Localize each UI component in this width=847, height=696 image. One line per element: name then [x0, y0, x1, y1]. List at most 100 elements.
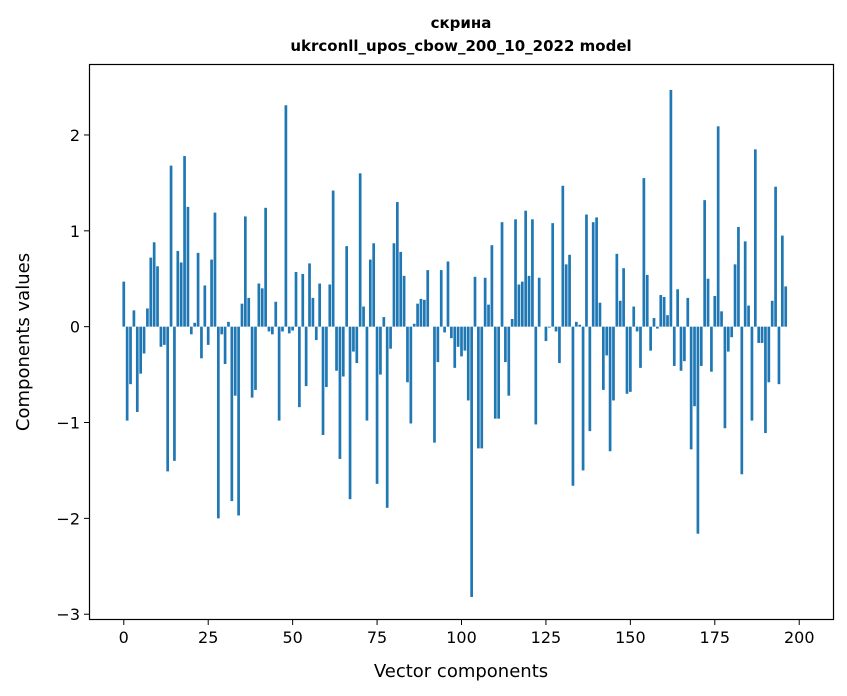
bar [162, 326, 166, 345]
bar [500, 222, 504, 327]
bar [250, 326, 254, 398]
bar [443, 326, 446, 333]
bar [179, 262, 183, 327]
bar [618, 300, 622, 327]
bar [693, 326, 696, 407]
bar [723, 326, 727, 429]
bar [146, 308, 149, 327]
y-tick-label: −1 [56, 414, 80, 433]
bar [784, 286, 788, 327]
bar [477, 326, 480, 449]
bar [713, 295, 717, 327]
bar [169, 165, 173, 327]
x-axis-ticks: 0 25 50 75 100 125 150 175 200 [119, 619, 815, 647]
bar [189, 326, 193, 335]
bar [267, 326, 271, 332]
bar [186, 206, 190, 327]
bar [203, 285, 207, 327]
bar [453, 326, 457, 368]
bar [639, 326, 642, 368]
bar [740, 326, 744, 475]
x-tick-label: 150 [615, 628, 646, 647]
bar [399, 251, 403, 327]
bar [710, 326, 713, 372]
bar [703, 200, 707, 327]
bar [595, 217, 598, 327]
bar [730, 326, 734, 338]
y-axis-ticks: −3 −2 −1 0 1 2 [56, 126, 90, 624]
bar [139, 326, 143, 374]
bar [558, 326, 561, 364]
bar [726, 326, 730, 352]
bar [524, 210, 528, 327]
x-axis-label: Vector components [374, 661, 548, 682]
bar [456, 326, 460, 347]
bar [159, 326, 163, 347]
bar [537, 277, 541, 327]
bar [720, 311, 723, 327]
chart-subtitle: ukrconll_upos_cbow_200_10_2022 model [290, 37, 631, 55]
x-tick-label: 200 [784, 628, 815, 647]
bar [750, 326, 754, 421]
bar [629, 326, 632, 392]
bar [216, 326, 220, 519]
x-tick-label: 125 [531, 628, 562, 647]
bar [696, 326, 700, 534]
bar [237, 326, 240, 516]
bar [257, 283, 261, 327]
bar [520, 281, 524, 327]
bar [554, 326, 558, 332]
plot-frame [88, 63, 835, 621]
bar [737, 226, 740, 327]
x-tick-label: 100 [446, 628, 477, 647]
bar [743, 241, 747, 327]
bar [585, 214, 588, 327]
bar [314, 326, 318, 341]
bar [764, 326, 767, 434]
bar [325, 326, 328, 388]
bar [311, 297, 315, 327]
bar [473, 276, 477, 327]
bar [287, 326, 291, 334]
bar [601, 326, 605, 390]
bar [450, 326, 453, 339]
bar [615, 253, 619, 327]
bar [689, 326, 693, 450]
bar [507, 326, 511, 396]
bar [622, 268, 625, 327]
bar [676, 289, 679, 327]
y-axis-label: Components values [13, 253, 34, 431]
bar [753, 149, 757, 327]
bar [223, 326, 227, 365]
bar [564, 264, 568, 327]
bar [480, 326, 484, 449]
bar [662, 296, 666, 327]
bar [166, 326, 170, 472]
bar [352, 326, 355, 352]
bar [699, 326, 703, 366]
x-tick-label: 25 [198, 628, 218, 647]
bar [544, 326, 548, 342]
bar [318, 283, 321, 327]
bar [260, 288, 264, 327]
bar [335, 326, 338, 371]
bar [142, 326, 146, 354]
bar [301, 273, 305, 327]
bar [183, 156, 186, 327]
bar [635, 326, 639, 332]
bar [244, 216, 247, 327]
bar [706, 278, 710, 327]
bar [358, 173, 362, 327]
x-tick-label: 175 [700, 628, 731, 647]
bar [645, 274, 649, 327]
bar [345, 246, 349, 327]
bar [686, 297, 690, 327]
bar [220, 326, 224, 335]
bar [213, 212, 217, 327]
bar [490, 245, 494, 327]
bar [402, 275, 406, 327]
bar [514, 219, 517, 327]
y-tick-label: 2 [70, 126, 80, 145]
bar [591, 222, 595, 327]
bar [659, 295, 663, 327]
